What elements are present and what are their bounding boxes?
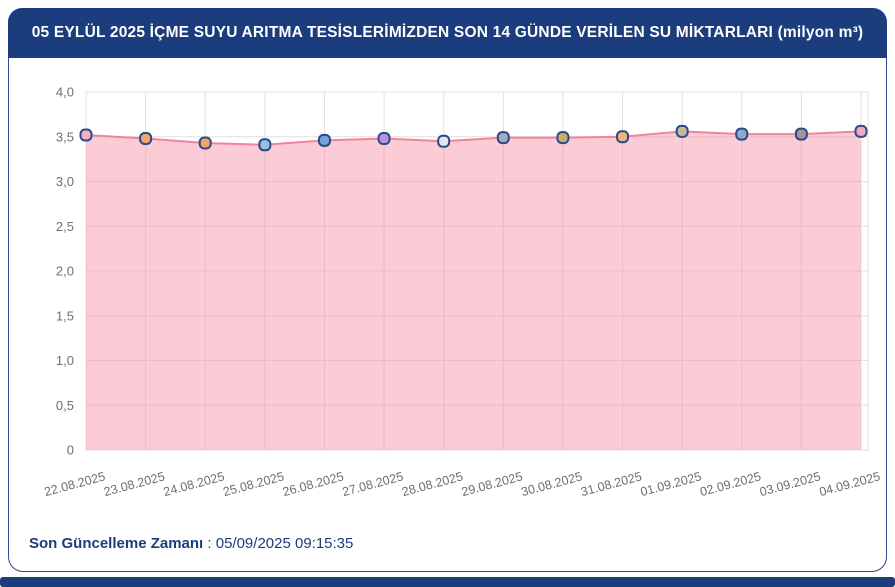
x-tick-label: 25.08.2025: [222, 469, 286, 499]
x-tick-label: 01.09.2025: [639, 469, 703, 499]
x-tick-label: 29.08.2025: [460, 469, 524, 499]
y-tick-label: 1,5: [56, 308, 74, 323]
data-point[interactable]: [675, 124, 689, 138]
y-tick-label: 0: [67, 443, 74, 458]
data-point[interactable]: [198, 136, 212, 150]
data-point[interactable]: [258, 138, 272, 152]
data-point[interactable]: [616, 130, 630, 144]
last-update: Son Güncelleme Zamanı : 05/09/2025 09:15…: [29, 535, 353, 552]
y-tick-label: 0,5: [56, 398, 74, 413]
y-tick-label: 3,5: [56, 129, 74, 144]
x-tick-label: 31.08.2025: [579, 469, 643, 499]
y-tick-label: 3,0: [56, 174, 74, 189]
area-fill: [86, 131, 861, 450]
x-tick-label: 26.08.2025: [281, 469, 345, 499]
report-header: 05 EYLÜL 2025 İÇME SUYU ARITMA TESİSLERİ…: [8, 8, 887, 58]
x-tick-label: 28.08.2025: [400, 469, 464, 499]
data-point[interactable]: [854, 124, 868, 138]
x-tick-label: 30.08.2025: [520, 469, 584, 499]
report-card: 05 EYLÜL 2025 İÇME SUYU ARITMA TESİSLERİ…: [8, 8, 887, 572]
data-point[interactable]: [317, 133, 331, 147]
y-tick-label: 2,5: [56, 219, 74, 234]
x-tick-label: 04.09.2025: [818, 469, 882, 499]
series-line: [85, 130, 862, 146]
data-point[interactable]: [794, 127, 808, 141]
last-update-value: 05/09/2025 09:15:35: [215, 535, 354, 552]
data-point[interactable]: [735, 127, 749, 141]
y-tick-label: 1,0: [56, 353, 74, 368]
data-point[interactable]: [139, 132, 153, 146]
data-point[interactable]: [496, 131, 510, 145]
last-update-separator: :: [207, 535, 212, 552]
y-tick-label: 2,0: [56, 264, 74, 279]
report-body: 0 0,5 1,0 1,5 2,0 2,5 3,0 3,5 4,0 22.08.2025 23.08…: [8, 58, 887, 572]
report-title: 05 EYLÜL 2025 İÇME SUYU ARITMA TESİSLERİ…: [31, 24, 864, 41]
x-tick-label: 03.09.2025: [758, 469, 822, 499]
data-point[interactable]: [79, 128, 93, 142]
x-tick-label: 27.08.2025: [341, 469, 405, 499]
water-supply-area-chart: 0 0,5 1,0 1,5 2,0 2,5 3,0 3,5 4,0 22.08.2025 23.08…: [9, 58, 886, 518]
data-point[interactable]: [556, 131, 570, 145]
last-update-label: Son Güncelleme Zamanı: [29, 535, 204, 552]
x-tick-label: 22.08.2025: [43, 469, 107, 499]
x-tick-label: 02.09.2025: [698, 469, 762, 499]
bottom-bar: [0, 577, 895, 587]
data-point[interactable]: [377, 132, 391, 146]
y-tick-label: 4,0: [56, 85, 74, 100]
x-tick-label: 24.08.2025: [162, 469, 226, 499]
x-tick-label: 23.08.2025: [102, 469, 166, 499]
chart-canvas: 0 0,5 1,0 1,5 2,0 2,5 3,0 3,5 4,0 22.08.202523.08…: [43, 85, 882, 500]
data-point[interactable]: [437, 134, 451, 148]
